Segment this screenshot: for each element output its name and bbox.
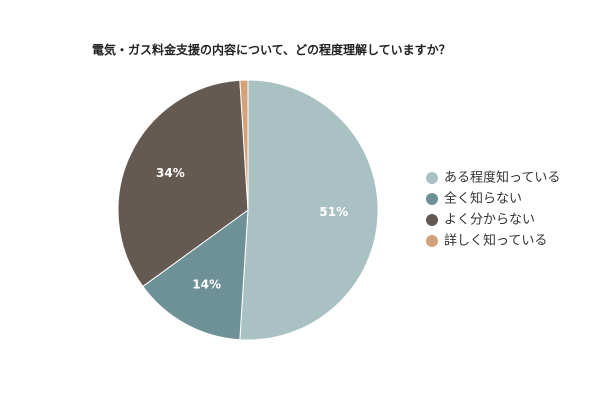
chart-title: 電気・ガス料金支援の内容について、どの程度理解していますか？ (92, 42, 451, 57)
pie-slice-4 (239, 79, 249, 211)
legend-label-1: ある程度知っている (444, 170, 560, 186)
slice-value-label-1: 51% (319, 205, 348, 219)
legend-label-2: 全く知らない (444, 191, 522, 207)
slice-labels: 51% 14% 34% (156, 166, 348, 292)
legend-label-4: 詳しく知っている (444, 233, 547, 249)
pie-slice-3 (117, 79, 249, 288)
slice-value-label-3: 34% (156, 166, 185, 180)
legend-marker-3 (426, 214, 438, 226)
pie-slice-1 (239, 79, 379, 341)
pie-slice-2 (142, 208, 249, 341)
legend-label-3: よく分からない (444, 213, 535, 228)
slice-value-label-2: 14% (192, 278, 221, 292)
legend-marker-4 (426, 235, 438, 247)
legend-marker-2 (426, 193, 438, 205)
legend-marker-1 (426, 172, 438, 184)
pie-slices (117, 79, 379, 341)
